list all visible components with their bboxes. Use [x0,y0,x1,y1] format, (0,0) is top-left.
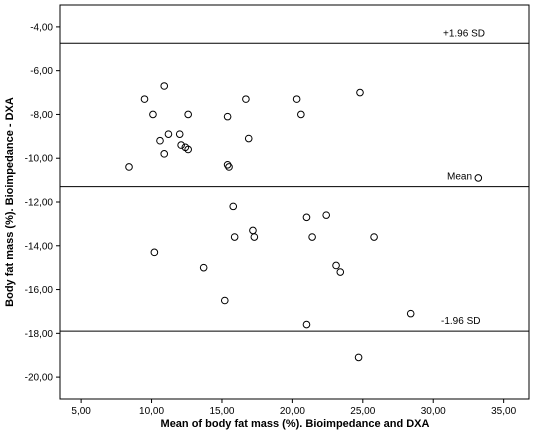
data-point [242,95,250,103]
x-tick-label: 25,00 [350,406,375,417]
data-point [125,163,133,171]
data-point [406,309,415,318]
data-point [175,130,184,138]
data-point [322,211,330,219]
data-point [149,110,157,119]
y-tick-label: -12,00 [25,198,54,209]
y-tick-label: -18,00 [25,329,54,340]
data-point [199,263,208,272]
x-tick-label: 35,00 [491,406,516,417]
y-tick-label: -10,00 [25,154,54,165]
data-point [302,320,311,329]
data-point [184,110,192,119]
data-point [354,353,363,362]
data-point [140,95,149,103]
y-axis-title: Body fat mass (%). Bioimpedance - DXA [4,97,16,307]
data-point [150,248,159,257]
data-point [250,233,259,241]
data-point [177,141,185,149]
data-point [230,233,239,241]
data-point [184,145,192,154]
x-axis-title: Mean of body fat mass (%). Bioimpedance … [161,418,430,430]
x-tick-label: 15,00 [209,406,234,417]
reference-lines: +1.96 SD Mean -1.96 SD [60,28,529,332]
data-point [223,112,232,121]
data-point [229,202,238,211]
x-tick-label: 20,00 [280,406,305,417]
plot-frame [59,4,530,400]
data-point [225,163,233,171]
x-axis: 5,00 10,00 15,00 20,00 25,00 30,00 35,00 [71,399,517,417]
data-point [156,136,164,145]
data-point [332,261,340,270]
data-point [244,134,253,143]
y-tick-label: -14,00 [25,241,54,252]
data-point [308,233,316,241]
data-point [297,110,305,119]
data-point [223,160,232,169]
y-tick-label: -20,00 [25,373,54,384]
x-tick-label: 5,00 [71,406,91,417]
data-point [336,268,345,276]
y-axis: -4,00 -6,00 -8,00 -10,00 -12,00 -14,00 -16,00 -… [25,22,60,384]
data-point [356,88,364,97]
reference-line-label: -1.96 SD [441,316,480,327]
x-tick-label: 30,00 [421,406,446,417]
data-point [302,213,311,222]
data-points [125,82,483,362]
data-point [220,296,229,305]
reference-line-label: +1.96 SD [443,28,485,39]
data-point [474,174,483,182]
data-point [160,150,169,158]
reference-line-label: Mean [447,172,472,183]
y-tick-label: -16,00 [25,285,54,296]
y-tick-label: -4,00 [30,22,53,33]
data-point [164,130,173,138]
y-tick-label: -6,00 [30,66,53,77]
y-tick-label: -8,00 [30,110,53,121]
data-point [370,233,378,241]
data-point [160,82,169,90]
data-point [292,95,301,103]
x-tick-label: 10,00 [139,406,164,417]
